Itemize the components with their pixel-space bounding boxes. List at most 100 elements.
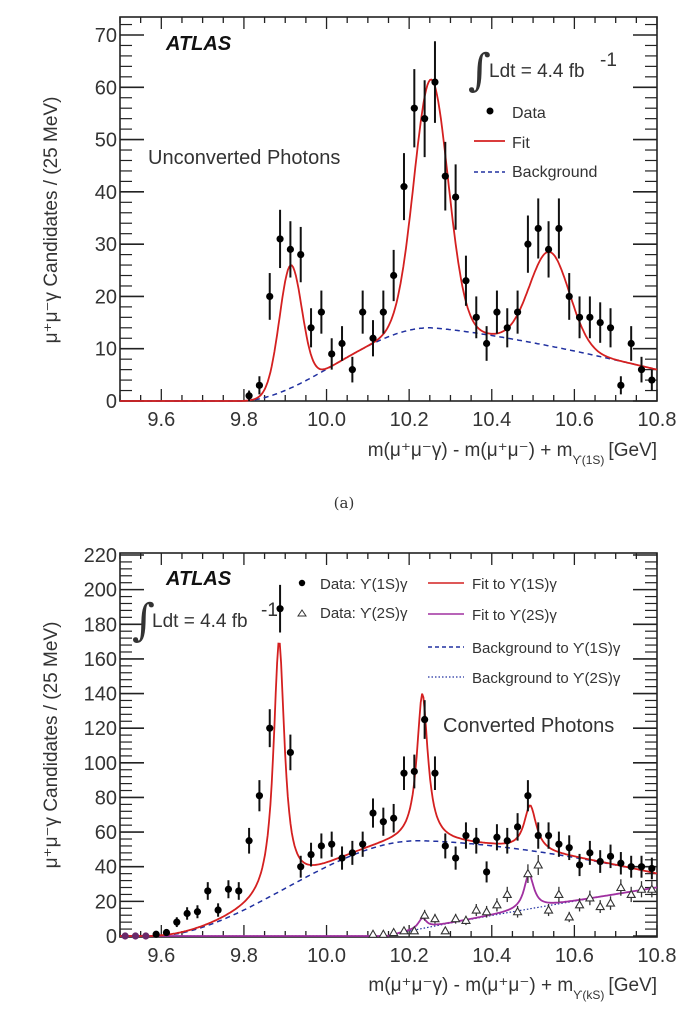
data-1s-point	[359, 840, 367, 848]
x-tick-label: 10.0	[307, 945, 346, 967]
data-point	[431, 78, 439, 86]
x-tick-label: 10.2	[390, 945, 429, 967]
data-point	[627, 339, 635, 348]
y-axis-title-text: μ⁺μ⁻γ Candidates / (25 MeV)	[41, 97, 62, 344]
legend-label-background: Background	[512, 164, 597, 181]
data-1s-point	[235, 887, 243, 895]
data-1s-point	[648, 864, 656, 873]
data-point	[544, 245, 553, 253]
legend-label-fit-1s: Fit to ϒ(1S)γ	[472, 576, 557, 593]
data-1s-point	[503, 837, 511, 845]
data-1s-point	[400, 769, 408, 777]
y-tick-label: 0	[106, 391, 117, 413]
data-1s-point	[369, 809, 377, 817]
data-1s-point	[379, 818, 387, 826]
data-1s-point	[152, 930, 160, 938]
data-2s-point	[491, 899, 502, 909]
integral-sign: ∫	[132, 595, 155, 646]
x-tick-label: 10.6	[555, 945, 594, 967]
data-1s-point	[193, 908, 202, 916]
y-tick-label: 140	[84, 684, 117, 706]
luminosity-label: ∫ Ldt = 4.4 fb -1	[132, 595, 278, 646]
y-axis-title: μ⁺μ⁻γ Candidates / (25 MeV)	[41, 97, 62, 344]
x-axis-title-main: m(μ⁺μ⁻γ) - m(μ⁺μ⁻) + m	[368, 975, 573, 996]
background-curve	[120, 327, 658, 402]
annotation-converted-photons: Converted Photons	[443, 715, 614, 737]
data-point	[245, 392, 253, 400]
data-point	[534, 224, 542, 233]
x-tick-label: 10.8	[638, 409, 677, 431]
legend-marker-data	[486, 107, 494, 115]
data-1s-point	[390, 814, 398, 822]
data-2s-point	[522, 868, 533, 878]
data-2s-point	[481, 906, 492, 916]
data-2s-point	[564, 911, 575, 921]
y-tick-label: 100	[84, 753, 117, 775]
data-point	[524, 240, 532, 248]
x-axis-title-unit: [GeV]	[608, 975, 657, 996]
data-2s-point	[388, 927, 399, 937]
x-tick-label: 10.4	[472, 945, 511, 967]
data-point	[307, 324, 315, 332]
data-1s-point	[173, 918, 181, 926]
data-2s-point	[543, 904, 554, 914]
data-2s-point	[461, 915, 471, 924]
data-1s-point	[214, 906, 222, 914]
data-1s-point	[204, 887, 212, 895]
y-tick-label: 180	[84, 614, 117, 636]
data-2s-point	[553, 889, 564, 898]
data-2s-point	[368, 929, 378, 938]
fit-1s-curve	[120, 642, 658, 937]
data-point	[338, 339, 346, 348]
data-1s-point	[121, 932, 129, 940]
data-point	[648, 376, 656, 384]
data-point	[317, 308, 325, 316]
data-point	[565, 292, 573, 301]
data-point	[390, 271, 398, 280]
x-axis-title-subscript: ϒ(kS)	[573, 988, 604, 1002]
y-tick-label: 60	[95, 822, 117, 844]
y-tick-label: 120	[84, 718, 117, 740]
data-point	[348, 366, 356, 374]
data-1s-point	[224, 885, 233, 893]
data-1s-point	[441, 842, 449, 850]
data-1s-point	[131, 932, 140, 940]
data-1s-point	[452, 854, 460, 862]
data-1s-point	[297, 863, 305, 871]
x-tick-label: 9.6	[147, 409, 175, 431]
data-1s-point	[596, 857, 604, 866]
data-point	[369, 334, 377, 342]
data-point	[441, 172, 449, 180]
x-axis-title: m(μ⁺μ⁻γ) - m(μ⁺μ⁻) + mϒ(kS) [GeV]	[368, 975, 657, 1002]
y-tick-label: 20	[95, 891, 117, 913]
x-tick-label: 10.8	[638, 945, 677, 967]
legend-marker-data-1s	[298, 579, 306, 587]
legend-label-fit: Fit	[512, 135, 530, 152]
data-point	[379, 308, 387, 316]
data-2s-point	[450, 913, 461, 923]
data-2s-point	[574, 899, 585, 909]
data-2s-point	[378, 929, 389, 938]
legend: Data Fit Background	[474, 105, 597, 181]
legend-label-data-2s: Data: ϒ(2S)γ	[320, 605, 408, 622]
x-tick-label: 9.6	[147, 945, 175, 967]
data-2s-point	[595, 901, 606, 911]
x-axis-title-unit: [GeV]	[608, 440, 657, 461]
data-1s-point	[183, 909, 191, 918]
data-point	[359, 308, 367, 316]
data-2s-point	[399, 925, 409, 935]
data-point	[452, 193, 460, 201]
legend: Data: ϒ(1S)γ Data: ϒ(2S)γ Fit to ϒ(1S)γ Fit…	[297, 576, 621, 687]
data-point	[410, 104, 418, 112]
data-point	[297, 251, 305, 259]
x-tick-label: 10.2	[390, 409, 429, 431]
data-2s-point	[533, 859, 544, 869]
data-2s-point	[646, 884, 657, 893]
data-1s-point	[565, 844, 573, 852]
y-tick-label: 0	[106, 926, 117, 948]
data-2s-point	[615, 882, 626, 892]
y-axis-title: μ⁺μ⁻γ Candidates / (25 MeV)	[41, 622, 62, 869]
data-point	[586, 313, 594, 321]
data-point	[637, 366, 646, 374]
